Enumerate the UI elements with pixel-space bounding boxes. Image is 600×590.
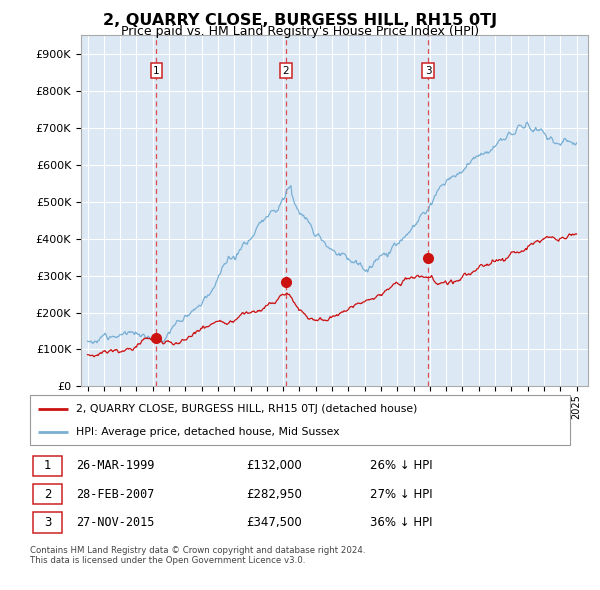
Text: 2, QUARRY CLOSE, BURGESS HILL, RH15 0TJ: 2, QUARRY CLOSE, BURGESS HILL, RH15 0TJ bbox=[103, 13, 497, 28]
Text: £132,000: £132,000 bbox=[246, 460, 302, 473]
Text: 1: 1 bbox=[153, 65, 160, 76]
Text: £282,950: £282,950 bbox=[246, 487, 302, 501]
Text: 26% ↓ HPI: 26% ↓ HPI bbox=[370, 460, 433, 473]
Text: This data is licensed under the Open Government Licence v3.0.: This data is licensed under the Open Gov… bbox=[30, 556, 305, 565]
Text: 3: 3 bbox=[425, 65, 432, 76]
Text: 2, QUARRY CLOSE, BURGESS HILL, RH15 0TJ (detached house): 2, QUARRY CLOSE, BURGESS HILL, RH15 0TJ … bbox=[76, 404, 417, 414]
FancyBboxPatch shape bbox=[33, 455, 62, 476]
Text: £347,500: £347,500 bbox=[246, 516, 302, 529]
FancyBboxPatch shape bbox=[33, 512, 62, 533]
FancyBboxPatch shape bbox=[33, 484, 62, 504]
Text: 26-MAR-1999: 26-MAR-1999 bbox=[76, 460, 154, 473]
Text: Contains HM Land Registry data © Crown copyright and database right 2024.: Contains HM Land Registry data © Crown c… bbox=[30, 546, 365, 555]
Text: HPI: Average price, detached house, Mid Sussex: HPI: Average price, detached house, Mid … bbox=[76, 427, 340, 437]
Text: 3: 3 bbox=[44, 516, 51, 529]
Text: 1: 1 bbox=[44, 460, 52, 473]
Text: 27% ↓ HPI: 27% ↓ HPI bbox=[370, 487, 433, 501]
Text: 27-NOV-2015: 27-NOV-2015 bbox=[76, 516, 154, 529]
Text: 36% ↓ HPI: 36% ↓ HPI bbox=[370, 516, 433, 529]
Text: 2: 2 bbox=[283, 65, 289, 76]
Text: 28-FEB-2007: 28-FEB-2007 bbox=[76, 487, 154, 501]
FancyBboxPatch shape bbox=[30, 395, 570, 445]
Text: 2: 2 bbox=[44, 487, 52, 501]
Text: Price paid vs. HM Land Registry's House Price Index (HPI): Price paid vs. HM Land Registry's House … bbox=[121, 25, 479, 38]
